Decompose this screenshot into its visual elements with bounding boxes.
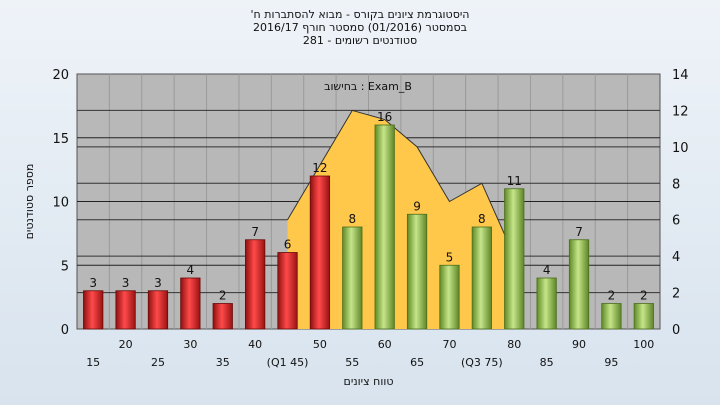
x-tick-label: 70 xyxy=(442,338,456,351)
bar xyxy=(633,303,654,330)
y2-tick-label: 10 xyxy=(672,141,689,156)
x-tick-label: 50 xyxy=(313,338,327,351)
x-tick-label: 55 xyxy=(345,356,359,369)
y-tick-label: 0 xyxy=(61,323,69,338)
bar xyxy=(406,213,428,330)
bar-value-label: 4 xyxy=(187,263,195,277)
bar-value-label: 6 xyxy=(284,238,292,252)
bar xyxy=(342,226,363,330)
bar xyxy=(180,277,201,330)
x-tick-label: 25 xyxy=(151,356,165,369)
x-tick-label: 80 xyxy=(507,338,521,351)
bar-value-label: 2 xyxy=(640,289,648,303)
bar-value-label: 4 xyxy=(543,263,551,277)
y2-tick-label: 12 xyxy=(672,104,689,119)
y-tick-label: 20 xyxy=(52,68,69,83)
bar xyxy=(115,290,136,330)
bar-value-label: 8 xyxy=(348,212,356,226)
x-tick-label: 100 xyxy=(633,338,654,351)
bar-value-label: 7 xyxy=(251,225,259,239)
y2-tick-label: 8 xyxy=(672,177,680,192)
x-tick-label: 30 xyxy=(183,338,197,351)
bar xyxy=(212,303,233,330)
x-tick-label: 85 xyxy=(540,356,554,369)
x-tick-label: (Q1 45) xyxy=(267,356,309,369)
bar xyxy=(374,124,395,330)
bar xyxy=(536,277,557,330)
y2-tick-label: 14 xyxy=(672,68,689,83)
bar xyxy=(504,188,525,330)
x-tick-label: 95 xyxy=(604,356,618,369)
bar xyxy=(601,303,622,330)
bar-value-label: 11 xyxy=(507,174,522,188)
bar-value-label: 16 xyxy=(377,110,392,124)
y2-tick-label: 4 xyxy=(672,250,680,265)
x-tick-label: 20 xyxy=(119,338,133,351)
bar xyxy=(439,264,460,330)
chart-title-line1: 'היסטוגרמת ציונים בקורס - מבוא להסתברות … xyxy=(250,8,470,21)
x-tick-label: 65 xyxy=(410,356,424,369)
bar-value-label: 8 xyxy=(478,212,486,226)
x-tick-label: 60 xyxy=(378,338,392,351)
bar-value-label: 3 xyxy=(89,276,97,290)
bar xyxy=(147,290,169,330)
bar-value-label: 7 xyxy=(575,225,583,239)
x-tick-label: 40 xyxy=(248,338,262,351)
bar-value-label: 9 xyxy=(413,199,421,213)
x-tick-label: (Q3 75) xyxy=(461,356,503,369)
bar-value-label: 5 xyxy=(446,250,454,264)
distribution-line xyxy=(287,109,515,257)
y-axis-label: מספר סטודנטים xyxy=(23,164,36,240)
y-tick-label: 10 xyxy=(52,196,69,211)
chart-title-line3: סטודנטים רשומים - 281 xyxy=(302,34,418,47)
y-tick-label: 15 xyxy=(52,132,69,147)
bar-value-label: 12 xyxy=(312,161,327,175)
bar-value-label: 3 xyxy=(122,276,130,290)
x-axis-label: טווח ציונים xyxy=(344,375,394,388)
x-tick-label: 35 xyxy=(216,356,230,369)
bar-value-label: 3 xyxy=(154,276,162,290)
bar xyxy=(568,239,590,330)
x-tick-label: 15 xyxy=(86,356,100,369)
bar xyxy=(277,252,298,330)
y-tick-label: 5 xyxy=(61,259,69,274)
chart-annotation: בחישוב : Exam_B xyxy=(324,80,412,93)
bar xyxy=(83,290,104,330)
chart-title-line2: בסמסטר (01/2016) סמסטר חורף 2016/17 xyxy=(253,21,467,34)
x-tick-label: 90 xyxy=(572,338,586,351)
bar xyxy=(245,239,266,330)
y2-tick-label: 2 xyxy=(672,287,680,302)
y2-tick-label: 0 xyxy=(672,323,680,338)
bar-value-label: 2 xyxy=(608,289,616,303)
chart-titles: 'היסטוגרמת ציונים בקורס - מבוא להסתברות … xyxy=(0,8,720,47)
bar xyxy=(471,226,492,330)
y2-tick-label: 6 xyxy=(672,214,680,229)
bar-value-label: 2 xyxy=(219,289,227,303)
bar xyxy=(309,175,331,330)
